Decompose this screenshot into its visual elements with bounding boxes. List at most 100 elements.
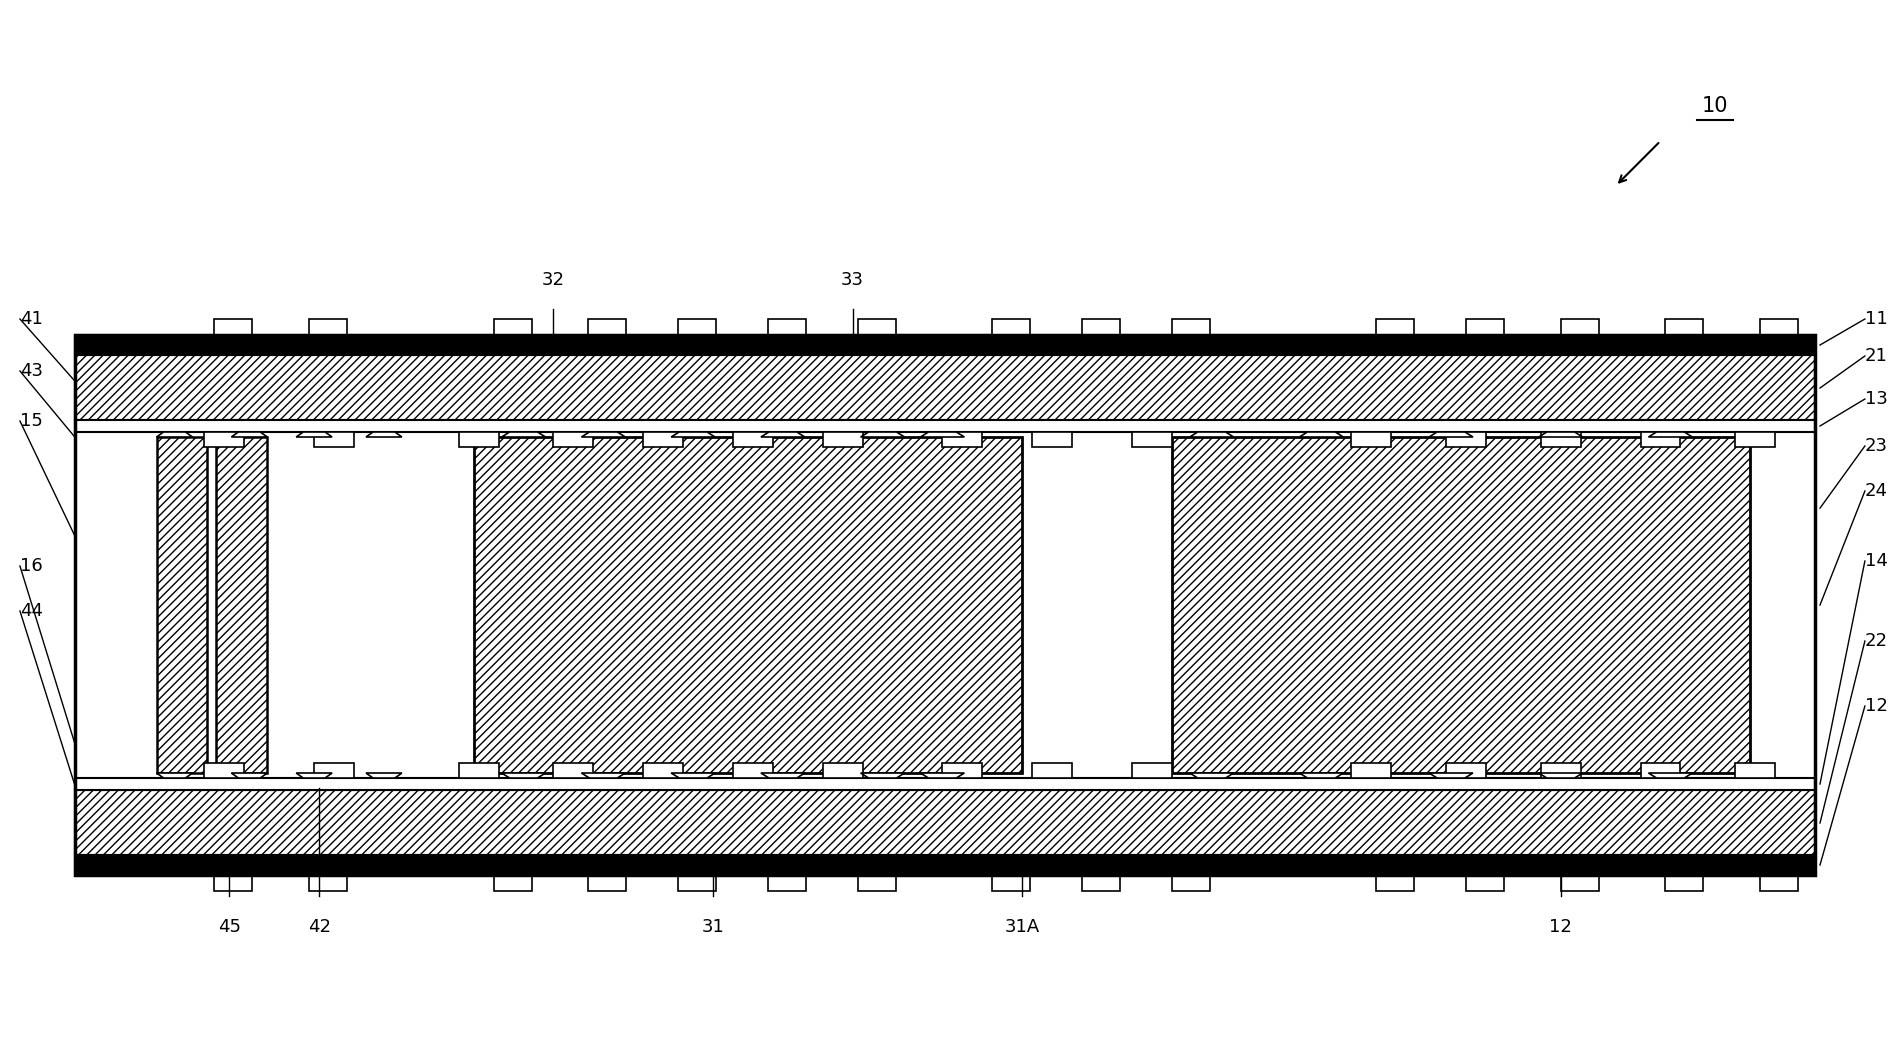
Bar xyxy=(1560,319,1598,335)
Polygon shape xyxy=(761,773,805,778)
Polygon shape xyxy=(502,432,545,437)
Text: 23: 23 xyxy=(1865,437,1887,455)
Bar xyxy=(992,319,1030,335)
Polygon shape xyxy=(157,773,193,778)
Polygon shape xyxy=(1649,432,1692,437)
Bar xyxy=(589,319,627,335)
Bar xyxy=(1760,319,1798,335)
Bar xyxy=(1172,437,1751,773)
Text: 12: 12 xyxy=(1548,918,1573,936)
Bar xyxy=(1032,432,1071,447)
Text: 11: 11 xyxy=(1865,310,1887,328)
Polygon shape xyxy=(672,432,716,437)
Bar xyxy=(1736,432,1776,447)
Bar xyxy=(1446,432,1486,447)
Polygon shape xyxy=(365,432,401,437)
Bar xyxy=(1760,875,1798,891)
Text: 13: 13 xyxy=(1865,390,1887,408)
Polygon shape xyxy=(1299,773,1344,778)
Polygon shape xyxy=(861,432,905,437)
Text: 44: 44 xyxy=(21,602,44,620)
Text: 12: 12 xyxy=(1865,697,1887,715)
Bar xyxy=(314,763,354,778)
Bar xyxy=(494,319,532,335)
Bar xyxy=(458,432,498,447)
Bar xyxy=(309,875,346,891)
Bar xyxy=(589,875,627,891)
Bar xyxy=(1376,875,1414,891)
Bar xyxy=(1352,432,1391,447)
Bar xyxy=(314,432,354,447)
Text: 41: 41 xyxy=(21,310,44,328)
Bar xyxy=(204,432,244,447)
Bar xyxy=(309,319,346,335)
Bar xyxy=(458,763,498,778)
Text: 24: 24 xyxy=(1865,482,1887,499)
Polygon shape xyxy=(1189,432,1234,437)
Bar xyxy=(1666,319,1704,335)
Polygon shape xyxy=(295,773,331,778)
Bar xyxy=(1352,763,1391,778)
Text: 15: 15 xyxy=(21,412,44,430)
Polygon shape xyxy=(1429,773,1473,778)
Bar xyxy=(733,763,772,778)
Bar xyxy=(553,763,593,778)
Text: 31: 31 xyxy=(702,918,725,936)
Polygon shape xyxy=(1649,773,1692,778)
Bar xyxy=(823,432,863,447)
Bar xyxy=(216,437,267,773)
Polygon shape xyxy=(761,432,805,437)
Polygon shape xyxy=(1429,432,1473,437)
Bar xyxy=(858,319,895,335)
Bar xyxy=(1132,432,1172,447)
Bar xyxy=(1376,319,1414,335)
Text: 32: 32 xyxy=(541,271,564,289)
Bar xyxy=(943,763,982,778)
Text: 33: 33 xyxy=(840,271,865,289)
Bar xyxy=(1560,875,1598,891)
Bar xyxy=(769,319,806,335)
Polygon shape xyxy=(1539,432,1583,437)
Bar xyxy=(1132,763,1172,778)
Bar xyxy=(1172,319,1210,335)
Polygon shape xyxy=(920,773,964,778)
Polygon shape xyxy=(581,432,625,437)
Bar xyxy=(678,875,716,891)
Text: 16: 16 xyxy=(21,557,44,576)
Bar xyxy=(1666,875,1704,891)
Polygon shape xyxy=(157,432,193,437)
Bar xyxy=(76,335,1815,875)
Bar xyxy=(644,763,683,778)
Bar xyxy=(769,875,806,891)
Bar xyxy=(992,875,1030,891)
Bar xyxy=(1465,875,1503,891)
Bar xyxy=(1641,763,1681,778)
Bar xyxy=(1465,319,1503,335)
Bar xyxy=(553,432,593,447)
Polygon shape xyxy=(1299,432,1344,437)
Polygon shape xyxy=(295,432,331,437)
Bar xyxy=(823,763,863,778)
Bar xyxy=(204,763,244,778)
Text: 14: 14 xyxy=(1865,552,1887,570)
Bar xyxy=(76,420,1815,432)
Polygon shape xyxy=(1539,773,1583,778)
Bar xyxy=(214,319,252,335)
Bar xyxy=(1541,763,1581,778)
Bar xyxy=(1446,763,1486,778)
Bar xyxy=(858,875,895,891)
Polygon shape xyxy=(365,773,401,778)
Polygon shape xyxy=(502,773,545,778)
Text: 21: 21 xyxy=(1865,347,1887,365)
Bar xyxy=(1541,432,1581,447)
Bar xyxy=(1736,763,1776,778)
Bar xyxy=(1032,763,1071,778)
Bar xyxy=(733,432,772,447)
Text: 42: 42 xyxy=(309,918,331,936)
Bar xyxy=(76,778,1815,790)
Bar xyxy=(76,855,1815,875)
Polygon shape xyxy=(861,773,905,778)
Bar xyxy=(76,335,1815,355)
Text: 10: 10 xyxy=(1702,96,1728,116)
Bar xyxy=(76,355,1815,420)
